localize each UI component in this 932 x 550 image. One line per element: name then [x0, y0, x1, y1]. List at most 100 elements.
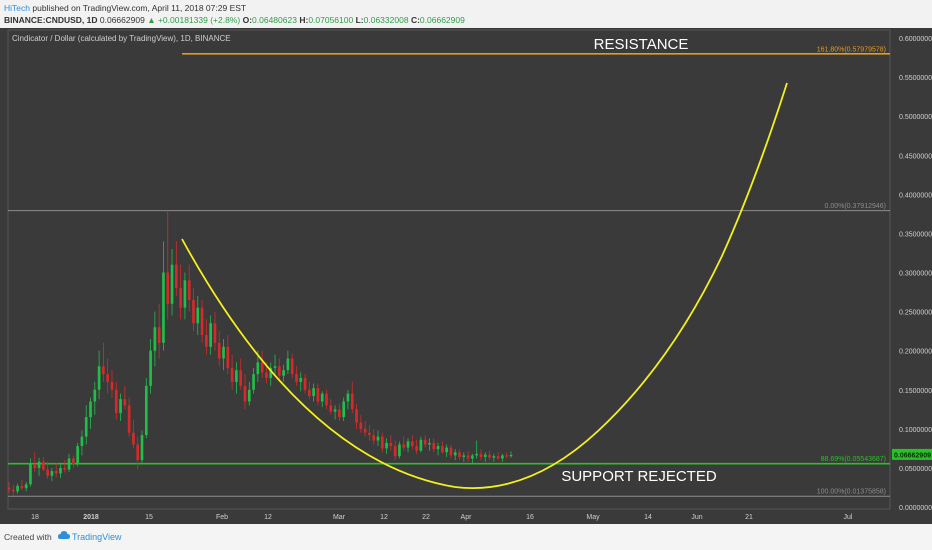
candle-body	[153, 327, 157, 351]
candle-body	[213, 323, 217, 343]
candle-body	[359, 422, 363, 429]
candle-body	[372, 435, 376, 441]
candle-body	[260, 362, 264, 373]
candle-body	[479, 453, 483, 457]
candle-body	[24, 484, 28, 489]
candle-body	[329, 405, 333, 412]
candle-body	[67, 458, 71, 470]
fib-level-label: 88.69%(0.05543687)	[821, 456, 886, 463]
candle-body	[93, 389, 97, 402]
candle-body	[265, 372, 268, 379]
author-link[interactable]: HiTech	[4, 3, 30, 13]
tradingview-cloud-icon	[58, 531, 70, 539]
candle-body	[368, 432, 371, 436]
candle-body	[54, 471, 58, 474]
candle-body	[84, 417, 88, 437]
publish-text: published on TradingView.com, April 11, …	[32, 3, 247, 13]
candle-body	[393, 446, 397, 457]
candle-body	[471, 455, 474, 459]
candle-body	[41, 461, 45, 470]
candle-body	[136, 444, 140, 461]
tradingview-brand[interactable]: TradingView	[72, 532, 122, 542]
candle-body	[192, 299, 195, 324]
candle-body	[338, 409, 341, 418]
candle-body	[277, 366, 281, 376]
x-tick-label: 22	[422, 514, 430, 521]
fib-level-label: 0.00%(0.37912946)	[825, 203, 887, 210]
candle-body	[325, 393, 328, 406]
candle-body	[385, 442, 388, 449]
candle-body	[505, 455, 509, 457]
candle-body	[290, 358, 294, 375]
candle-body	[286, 358, 290, 371]
open-label: O:	[242, 15, 253, 25]
candle-body	[114, 389, 118, 414]
high-value: 0.07056100	[308, 15, 354, 25]
fib-level-label: 161.80%(0.57979578)	[817, 46, 886, 53]
candle-body	[170, 264, 174, 304]
symbol-label: BINANCE:CNDUSD, 1D	[4, 15, 98, 25]
high-label: H:	[299, 15, 309, 25]
candle-body	[243, 385, 247, 402]
candle-body	[166, 272, 170, 304]
candle-body	[252, 374, 255, 390]
candle-body	[488, 454, 491, 458]
candle-body	[402, 444, 406, 448]
created-with-text: Created with	[4, 532, 52, 542]
candle-body	[102, 366, 105, 375]
candle-body	[175, 264, 178, 289]
candle-body	[247, 389, 251, 402]
candle-body	[50, 471, 54, 476]
candle-body	[20, 485, 24, 489]
candle-body	[432, 442, 436, 450]
candle-body	[110, 381, 114, 390]
candle-body	[458, 452, 461, 457]
x-tick-label: Feb	[216, 514, 228, 521]
x-tick-label: 14	[644, 514, 652, 521]
candle-body	[183, 280, 187, 308]
candle-body	[200, 307, 204, 336]
candle-body	[76, 446, 79, 465]
candle-body	[475, 453, 479, 456]
candle-body	[209, 323, 212, 347]
footer: Created with TradingView	[0, 524, 932, 550]
candle-body	[466, 455, 470, 459]
candle-body	[320, 393, 324, 402]
candle-body	[483, 454, 487, 457]
candle-body	[333, 409, 337, 412]
candle-body	[144, 385, 148, 436]
candle-body	[441, 446, 444, 453]
plot-area	[7, 29, 891, 510]
x-tick-label: Jul	[844, 514, 853, 521]
candle-body	[445, 447, 448, 453]
candle-body	[205, 335, 208, 347]
candle-body	[46, 469, 49, 476]
candle-body	[406, 441, 410, 448]
candle-body	[16, 485, 19, 492]
candle-body	[415, 446, 418, 451]
open-value: 0.06480623	[252, 15, 297, 25]
fib-level-label: 100.00%(0.01375858)	[817, 489, 886, 496]
low-value: 0.06332008	[363, 15, 409, 25]
ohlc-info: BINANCE:CNDUSD, 1D 0.06662909 ▲ +0.00181…	[4, 15, 465, 25]
candle-body	[89, 401, 92, 418]
price-chart[interactable]: Cindicator / Dollar (calculated by Tradi…	[0, 28, 932, 524]
candle-body	[316, 388, 320, 402]
candle-body	[509, 454, 513, 457]
candle-body	[157, 327, 161, 343]
chart-title: Cindicator / Dollar (calculated by Tradi…	[12, 34, 231, 43]
candle-body	[282, 370, 285, 376]
candle-body	[410, 441, 414, 447]
candle-body	[123, 399, 127, 406]
candle-body	[363, 428, 367, 433]
candle-body	[59, 467, 62, 474]
